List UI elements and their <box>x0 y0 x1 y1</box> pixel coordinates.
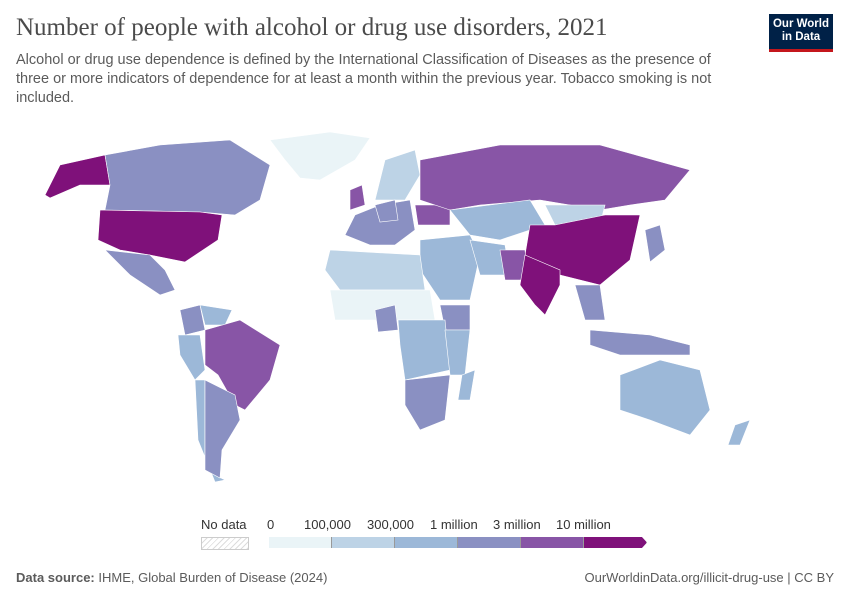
country-russia[interactable] <box>419 144 691 211</box>
legend-bin[interactable] <box>584 537 647 548</box>
legend-bin[interactable] <box>458 537 521 548</box>
world-map[interactable] <box>0 120 850 500</box>
country-mexico[interactable] <box>104 249 176 296</box>
data-source: Data source: IHME, Global Burden of Dise… <box>16 570 328 585</box>
owid-logo[interactable]: Our World in Data <box>769 14 833 52</box>
legend-tick: 1 million <box>430 517 478 532</box>
legend-bin[interactable] <box>269 537 332 548</box>
country-japan[interactable] <box>644 224 666 263</box>
country-usa[interactable] <box>97 209 223 263</box>
country-alaska[interactable] <box>44 154 111 199</box>
legend-tick: 100,000 <box>304 517 351 532</box>
country-indonesia[interactable] <box>589 329 691 356</box>
country-madagascar[interactable] <box>457 369 476 401</box>
country-venezuela[interactable] <box>199 304 233 326</box>
country-australia[interactable] <box>619 359 711 436</box>
country-nigeria[interactable] <box>374 304 399 333</box>
country-peru[interactable] <box>177 334 206 381</box>
legend-bin[interactable] <box>521 537 584 548</box>
legend-tick: 300,000 <box>367 517 414 532</box>
country-argentina[interactable] <box>204 379 241 479</box>
legend-tick: 3 million <box>493 517 541 532</box>
country-germany[interactable] <box>374 199 399 223</box>
legend-no-data-swatch <box>201 537 249 550</box>
legend-no-data-label: No data <box>201 517 247 532</box>
legend-tick: 0 <box>267 517 275 532</box>
chart-subtitle: Alcohol or drug use dependence is define… <box>16 52 712 106</box>
chart-title: Number of people with alcohol or drug us… <box>16 14 608 41</box>
country-canada[interactable] <box>104 139 271 216</box>
country-south-africa[interactable] <box>404 374 451 431</box>
country-new-zealand[interactable] <box>727 419 751 446</box>
country-north-africa[interactable] <box>324 249 426 291</box>
country-india[interactable] <box>519 254 561 316</box>
legend-tick: 10 million <box>556 517 611 532</box>
source-link[interactable]: OurWorldinData.org/illicit-drug-use | CC… <box>584 570 835 585</box>
country-uk[interactable] <box>349 184 366 211</box>
country-brazil[interactable] <box>204 319 281 411</box>
country-se-asia[interactable] <box>574 284 606 321</box>
legend-bin[interactable] <box>395 537 458 548</box>
country-scandinavia[interactable] <box>374 149 421 201</box>
legend-bin[interactable] <box>332 537 395 548</box>
country-kazakhstan[interactable] <box>449 199 546 241</box>
country-central-africa[interactable] <box>397 319 451 381</box>
country-greenland[interactable] <box>269 131 371 181</box>
